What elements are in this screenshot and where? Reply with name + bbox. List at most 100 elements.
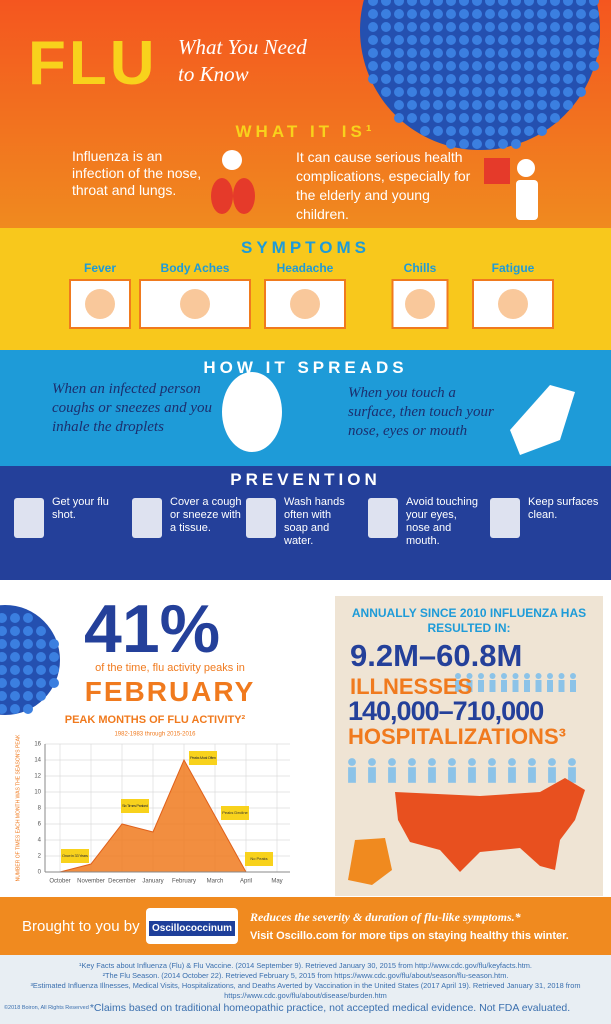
virus-dot [589, 61, 599, 71]
person [568, 767, 576, 783]
disclaimer: *Claims based on traditional homeopathic… [89, 1002, 571, 1014]
virus-dot [420, 22, 430, 32]
x-tick-label: November [77, 879, 105, 885]
virus-dot [563, 35, 573, 45]
virus-dot [446, 74, 456, 84]
virus-dot [524, 126, 534, 136]
virus-dot [446, 35, 456, 45]
icon [516, 180, 538, 220]
virus-dot [420, 48, 430, 58]
person [488, 758, 496, 766]
virus-dot [524, 113, 534, 123]
prevention-icon [132, 498, 162, 538]
person [408, 767, 416, 783]
virus-dot [485, 139, 495, 149]
copyright: ©2018 Boiron, All Rights Reserved [4, 1005, 89, 1011]
virus-dot [420, 74, 430, 84]
virus-dot [498, 100, 508, 110]
person [468, 758, 476, 766]
virus-dot [485, 35, 495, 45]
prevention-text: Wash hands often with soap and water. [284, 496, 345, 547]
month: FEBRUARY [84, 676, 256, 707]
symptom-face [405, 289, 435, 319]
virus-dot [368, 74, 378, 84]
virus-dot [10, 678, 20, 688]
virus-dot [485, 113, 495, 123]
virus-dot [550, 74, 560, 84]
virus-dot [433, 61, 443, 71]
person [558, 673, 565, 679]
virus-dot [511, 9, 521, 19]
virus-dot [407, 61, 417, 71]
annotation: Peaks Most Often [190, 755, 216, 760]
person [466, 673, 473, 679]
virus-dot [524, 9, 534, 19]
person [466, 680, 473, 692]
virus-dot [433, 9, 443, 19]
person [547, 680, 553, 692]
footnotes: ¹Key Facts about Influenza (Flu) & Flu V… [20, 961, 591, 1001]
virus-dot [511, 126, 521, 136]
chart-title: PEAK MONTHS OF FLU ACTIVITY² [65, 714, 246, 726]
symptom-label: Fever [83, 261, 117, 275]
virus-dot [394, 22, 404, 32]
virus-dot [498, 87, 508, 97]
percent: 41% [84, 591, 221, 667]
virus-dot [524, 74, 534, 84]
virus-dot [550, 0, 560, 6]
virus-dot [537, 100, 547, 110]
x-tick-label: April [240, 879, 252, 885]
what-right: It can cause serious health complication… [296, 149, 471, 222]
virus-dot [368, 22, 378, 32]
brand-box: Oscillococcinum [146, 908, 238, 944]
virus-dot [23, 626, 33, 636]
virus-dot [23, 665, 33, 675]
virus-dot [524, 35, 534, 45]
virus-dot [23, 639, 33, 649]
person [348, 767, 356, 783]
virus-dot [589, 22, 599, 32]
x-tick-label: March [207, 879, 224, 885]
virus-dot [49, 678, 59, 688]
visit: Visit Oscillo.com for more tips on stayi… [250, 930, 569, 942]
x-tick-label: May [271, 879, 282, 885]
x-tick-label: January [142, 879, 163, 885]
y-tick-label: 2 [38, 854, 42, 860]
virus-dot [511, 139, 521, 149]
virus-dot [524, 100, 534, 110]
virus-dot [576, 0, 586, 6]
virus-dot [485, 48, 495, 58]
icon [211, 178, 233, 214]
x-tick-label: February [172, 879, 196, 885]
virus-dot [563, 87, 573, 97]
virus-dot [537, 87, 547, 97]
virus-dot [36, 665, 46, 675]
prevention-icon [246, 498, 276, 538]
symptom-face [498, 289, 528, 319]
virus-dot [381, 74, 391, 84]
prevention-icon [14, 498, 44, 538]
virus-dot [420, 126, 430, 136]
virus-dot [511, 35, 521, 45]
virus-dot [23, 678, 33, 688]
virus-dot [563, 0, 573, 6]
virus-dot [537, 74, 547, 84]
icon [222, 150, 242, 170]
virus-dot [368, 9, 378, 19]
virus-dot [511, 22, 521, 32]
virus-dot [433, 87, 443, 97]
virus-dot [576, 22, 586, 32]
person [528, 758, 536, 766]
person [478, 680, 484, 692]
virus-dot [0, 652, 7, 662]
virus-dot [511, 113, 521, 123]
section-heading: HOW IT SPREADS [203, 358, 408, 377]
spreads-left: When an infected person coughs or sneeze… [52, 381, 212, 435]
icon [222, 372, 282, 452]
virus-dot [433, 100, 443, 110]
virus-dot [420, 87, 430, 97]
virus-dot [433, 0, 443, 6]
virus-dot [472, 22, 482, 32]
virus-dot [563, 9, 573, 19]
